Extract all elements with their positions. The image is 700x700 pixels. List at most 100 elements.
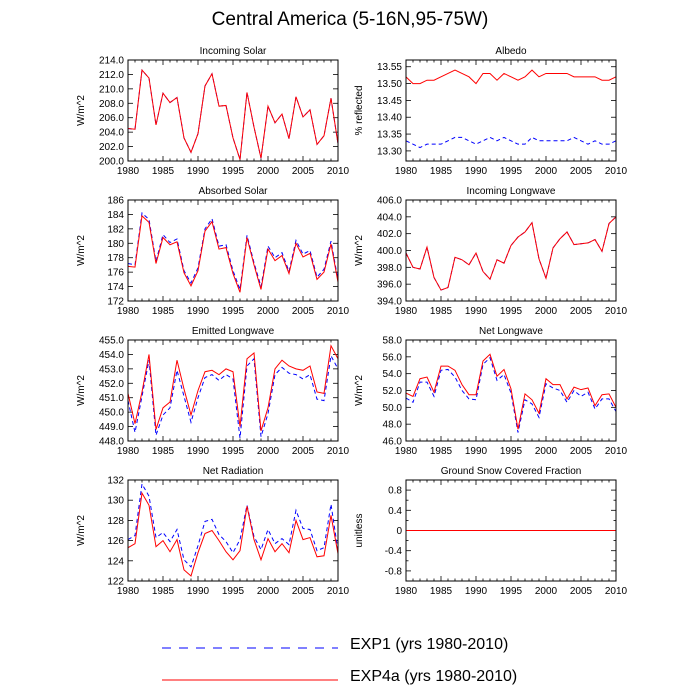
y-tick-label: 186 bbox=[107, 196, 124, 207]
chart-emitted-longwave: Emitted Longwave W/m^2 1980 1985 1990 1995 200… bbox=[76, 326, 350, 457]
y-tick-label: 48.0 bbox=[383, 420, 403, 431]
chart-ground-snow-covered-fraction: Ground Snow Covered Fraction unitless 1980… bbox=[354, 466, 628, 597]
plot-frame bbox=[127, 339, 339, 442]
x-tick-label: 2010 bbox=[327, 306, 350, 317]
series-line-exp4a bbox=[405, 69, 617, 85]
x-tick-label: 1990 bbox=[187, 586, 210, 597]
y-tick-label: 394.0 bbox=[377, 297, 402, 308]
x-tick-label: 1995 bbox=[500, 166, 523, 177]
y-tick-label: 13.50 bbox=[377, 79, 402, 90]
x-tick-label: 2000 bbox=[257, 586, 280, 597]
y-axis-label: W/m^2 bbox=[76, 515, 87, 546]
y-tick-label: 182 bbox=[107, 224, 124, 235]
x-tick-label: 2000 bbox=[535, 166, 558, 177]
x-tick-label: 2005 bbox=[570, 166, 593, 177]
x-tick-label: 2000 bbox=[257, 446, 280, 457]
x-tick-label: 1990 bbox=[465, 446, 488, 457]
y-tick-label: 210.0 bbox=[99, 84, 124, 95]
y-tick-label: 208.0 bbox=[99, 99, 124, 110]
y-axis-label: W/m^2 bbox=[76, 235, 87, 266]
y-tick-label: 132 bbox=[107, 476, 124, 487]
y-tick-label: 396.0 bbox=[377, 280, 402, 291]
y-tick-label: 406.0 bbox=[377, 196, 402, 207]
y-tick-label: 128 bbox=[107, 516, 124, 527]
y-tick-label: 200.0 bbox=[99, 157, 124, 168]
x-tick-label: 1990 bbox=[465, 306, 488, 317]
series-line-exp1 bbox=[405, 136, 617, 149]
x-tick-label: 2010 bbox=[605, 166, 628, 177]
series-line-exp4a bbox=[127, 344, 339, 432]
plot-frame bbox=[127, 199, 339, 302]
x-tick-label: 1985 bbox=[152, 586, 175, 597]
x-tick-label: 1985 bbox=[152, 166, 175, 177]
x-tick-label: 1990 bbox=[465, 166, 488, 177]
chart-title: Incoming Longwave bbox=[467, 186, 556, 197]
x-tick-label: 1985 bbox=[430, 586, 453, 597]
y-axis-label: unitless bbox=[354, 514, 365, 548]
y-tick-label: 404.0 bbox=[377, 212, 402, 223]
y-tick-label: 52.0 bbox=[383, 386, 403, 397]
x-tick-label: 1990 bbox=[187, 446, 210, 457]
y-tick-label: 172 bbox=[107, 297, 124, 308]
y-tick-label: 212.0 bbox=[99, 70, 124, 81]
chart-title: Net Radiation bbox=[203, 466, 264, 477]
x-tick-label: 1985 bbox=[152, 446, 175, 457]
series-line-exp1 bbox=[127, 68, 339, 160]
y-tick-label: 204.0 bbox=[99, 128, 124, 139]
x-tick-label: 1980 bbox=[395, 306, 418, 317]
y-tick-label: 180 bbox=[107, 239, 124, 250]
legend-swatch-exp4a bbox=[162, 679, 338, 681]
y-tick-label: 56.0 bbox=[383, 352, 403, 363]
y-tick-label: -0.8 bbox=[385, 566, 403, 577]
y-tick-label: 124 bbox=[107, 556, 124, 567]
y-tick-label: 214.0 bbox=[99, 56, 124, 67]
x-tick-label: 2010 bbox=[605, 306, 628, 317]
chart-net-longwave: Net Longwave W/m^2 1980 1985 1990 1995 2000 200… bbox=[354, 326, 628, 457]
legend-item-exp4a: EXP4a (yrs 1980-2010) bbox=[160, 668, 580, 692]
y-tick-label: 13.45 bbox=[377, 96, 402, 107]
x-tick-label: 2005 bbox=[570, 586, 593, 597]
x-tick-label: 2000 bbox=[535, 306, 558, 317]
plot-frame bbox=[405, 59, 617, 162]
chart-albedo: Albedo % reflected 1980 1985 1990 1995 2000 200… bbox=[354, 46, 628, 177]
y-axis-label: W/m^2 bbox=[354, 375, 365, 406]
y-tick-label: 0.4 bbox=[388, 506, 402, 517]
chart-title: Ground Snow Covered Fraction bbox=[441, 466, 582, 477]
y-tick-label: 402.0 bbox=[377, 229, 402, 240]
y-tick-label: 454.0 bbox=[99, 350, 124, 361]
x-tick-label: 1995 bbox=[222, 166, 245, 177]
x-tick-label: 1985 bbox=[430, 306, 453, 317]
x-tick-label: 2010 bbox=[605, 446, 628, 457]
y-tick-label: 202.0 bbox=[99, 142, 124, 153]
x-tick-label: 1985 bbox=[430, 446, 453, 457]
x-tick-label: 1980 bbox=[117, 166, 140, 177]
y-tick-label: 0 bbox=[396, 526, 402, 537]
x-tick-label: 1980 bbox=[395, 166, 418, 177]
y-tick-label: 455.0 bbox=[99, 336, 124, 347]
series-line-exp4a bbox=[127, 491, 339, 577]
x-tick-label: 2010 bbox=[605, 586, 628, 597]
x-tick-label: 2005 bbox=[570, 446, 593, 457]
series-line-exp1 bbox=[405, 356, 617, 433]
legend-label-exp1: EXP1 (yrs 1980-2010) bbox=[350, 636, 509, 653]
x-tick-label: 1980 bbox=[395, 586, 418, 597]
y-tick-label: 451.0 bbox=[99, 393, 124, 404]
chart-title: Net Longwave bbox=[479, 326, 543, 337]
x-tick-label: 2005 bbox=[292, 586, 315, 597]
legend-label-exp4a: EXP4a (yrs 1980-2010) bbox=[350, 668, 518, 685]
series-line-exp4a bbox=[127, 214, 339, 293]
series-line-exp1 bbox=[127, 482, 339, 568]
y-tick-label: 398.0 bbox=[377, 263, 402, 274]
x-tick-label: 1990 bbox=[465, 586, 488, 597]
y-tick-label: 13.35 bbox=[377, 130, 402, 141]
x-tick-label: 1980 bbox=[395, 446, 418, 457]
y-tick-label: 450.0 bbox=[99, 408, 124, 419]
x-tick-label: 2010 bbox=[327, 166, 350, 177]
y-tick-label: 13.30 bbox=[377, 146, 402, 157]
y-axis-label: W/m^2 bbox=[76, 375, 87, 406]
legend-swatch-exp1 bbox=[162, 647, 338, 649]
x-tick-label: 2010 bbox=[327, 586, 350, 597]
chart-title: Absorbed Solar bbox=[199, 186, 269, 197]
x-tick-label: 1980 bbox=[117, 446, 140, 457]
x-tick-label: 1990 bbox=[187, 166, 210, 177]
